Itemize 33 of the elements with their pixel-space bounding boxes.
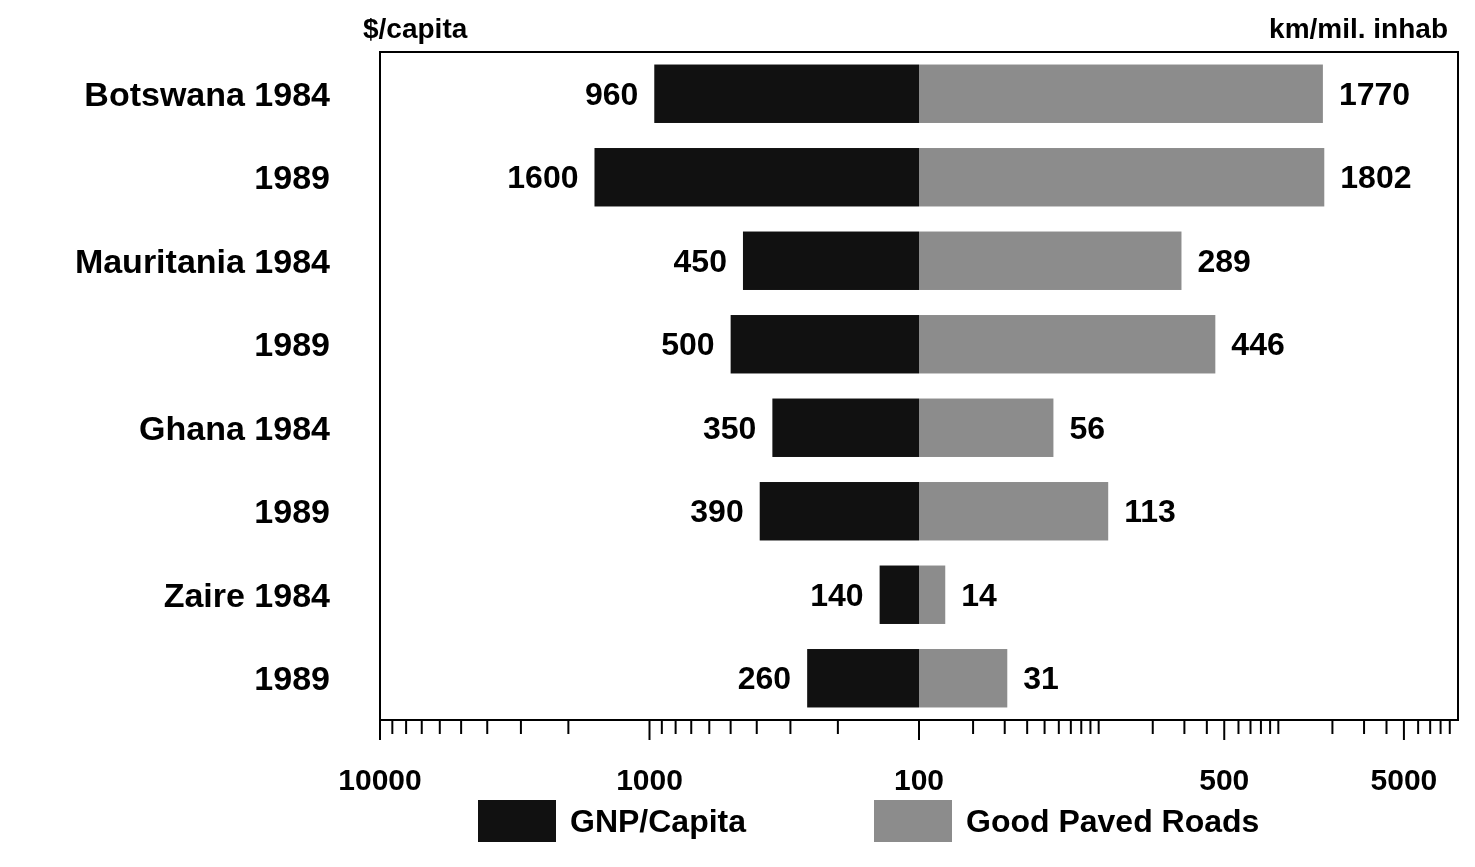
data-label: 350	[702, 409, 757, 446]
data-label: 289	[1197, 242, 1251, 279]
data-label: 390	[690, 493, 744, 530]
data-label: 113	[1124, 493, 1176, 530]
data-label: 260	[737, 660, 792, 697]
data-label: 500	[661, 326, 715, 363]
x-tick-label: 1000	[616, 763, 683, 796]
data-label: 31	[1023, 660, 1059, 697]
data-label: 446	[1231, 326, 1285, 363]
x-axis-title: km/mil. inhab	[1269, 13, 1448, 44]
y-tick-label: Botswana 1984	[84, 74, 331, 113]
x-tick-label: 500	[1199, 763, 1250, 796]
y-tick-label: Mauritania 1984	[74, 241, 331, 280]
y-tick-label: 1989	[254, 158, 330, 197]
data-label: 960	[584, 75, 639, 112]
data-label: 56	[1069, 409, 1106, 446]
x-tick-label: 100	[893, 763, 945, 796]
x-tick-label: 5000	[1370, 763, 1438, 796]
y-tick-label: 1989	[254, 492, 330, 531]
data-label: 1770	[1338, 75, 1411, 112]
data-label: 140	[810, 576, 864, 613]
data-label: 1600	[507, 159, 579, 196]
data-label: 450	[673, 242, 727, 279]
data-label: 14	[961, 576, 998, 613]
y-tick-label: 1989	[254, 325, 330, 364]
y-tick-label: 1989	[254, 659, 330, 698]
data-label: 1802	[1340, 159, 1412, 196]
y-tick-label: Ghana 1984	[139, 408, 331, 447]
y-tick-label: Zaire 1984	[163, 575, 331, 614]
x-axis-title: $/capita	[363, 13, 468, 44]
x-tick-label: 10000	[338, 763, 422, 796]
legend-label: GNP/Capita	[570, 803, 747, 840]
legend-label: Good Paved Roads	[966, 803, 1260, 840]
